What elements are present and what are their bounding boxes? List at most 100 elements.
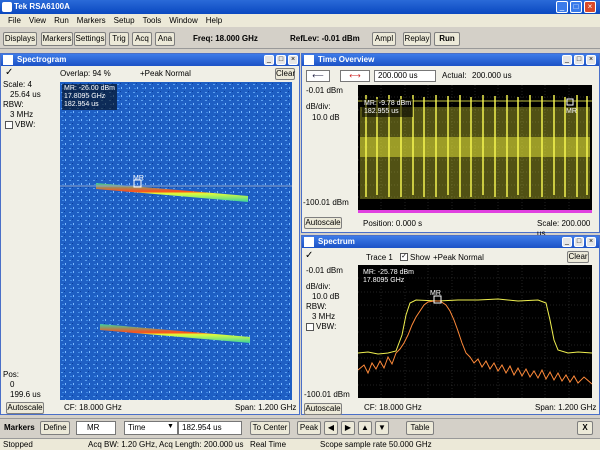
markers-label: Markers (4, 423, 35, 432)
markers-close-button[interactable]: X (577, 421, 593, 435)
ampl-button[interactable]: Ampl (372, 32, 396, 46)
time-overview-close[interactable]: × (586, 55, 596, 65)
time-marker-readout: MR: -9.78 dBm 182.955 us (362, 99, 414, 117)
spectrum-minimize[interactable]: _ (562, 237, 572, 247)
spectrum-vbw-label: VBW: (316, 322, 337, 331)
spectrum-normal-trace (358, 300, 592, 385)
pos-start[interactable]: 0 (10, 380, 15, 389)
time-overview-minimize[interactable]: _ (562, 55, 572, 65)
markers-button[interactable]: Markers (41, 32, 73, 46)
prev-peak-icon[interactable]: ◀ (324, 421, 338, 435)
acq-button[interactable]: Acq (132, 32, 152, 46)
scale-value[interactable]: 25.64 us (10, 90, 41, 99)
peak-button[interactable]: Peak (297, 421, 321, 435)
spectrum-bottom-level: -100.01 dBm (304, 390, 350, 399)
spectrum-cf[interactable]: CF: 18.000 GHz (364, 403, 422, 412)
window-title-bar: Tek RSA6100A (0, 0, 600, 14)
time-overview-icon (304, 55, 314, 65)
marker-value-input[interactable]: 182.954 us (178, 421, 242, 435)
ana-button[interactable]: Ana (155, 32, 175, 46)
maximize-button[interactable]: □ (570, 1, 582, 13)
vbw-checkbox[interactable] (5, 121, 13, 129)
spectrum-div-value[interactable]: 10.0 dB (312, 292, 340, 301)
spectrogram-mr-line1: MR: -26.00 dBm (64, 85, 115, 92)
marker-select[interactable]: MR (76, 421, 116, 435)
spectrogram-plot[interactable] (60, 82, 292, 400)
pos-end[interactable]: 199.6 us (10, 390, 41, 399)
next-peak-icon[interactable]: ▶ (341, 421, 355, 435)
spectrogram-clear-button[interactable]: Clear (275, 68, 296, 80)
spectrum-marker-box[interactable] (433, 295, 442, 304)
menu-markers[interactable]: Markers (76, 16, 106, 25)
menu-tools[interactable]: Tools (142, 16, 162, 25)
time-autoscale-button[interactable]: Autoscale (304, 217, 342, 229)
spectrum-clear-button[interactable]: Clear (567, 251, 589, 263)
time-overview-plot[interactable] (358, 85, 592, 210)
spectrum-rbw-label: RBW: (306, 302, 327, 311)
spectrum-show-checkbox[interactable]: ✓ (400, 253, 408, 261)
window-title: Tek RSA6100A (14, 2, 70, 11)
time-ref-level[interactable]: -0.01 dBm (306, 86, 343, 95)
spectrum-vbw-checkbox[interactable] (306, 323, 314, 331)
to-center-button[interactable]: To Center (250, 421, 290, 435)
spectrum-span[interactable]: Span: 1.200 GHz (535, 403, 597, 412)
spectrum-mr-line1: MR: -25.78 dBm (363, 269, 414, 276)
spectrum-check[interactable]: ✓ (305, 250, 314, 261)
spectrum-trace-mode: +Peak Normal (433, 253, 484, 262)
spectrogram-span[interactable]: Span: 1.200 GHz (235, 403, 297, 412)
time-mr-line2: 182.955 us (364, 108, 399, 115)
table-button[interactable]: Table (406, 421, 434, 435)
rbw-value[interactable]: 3 MHz (10, 110, 34, 119)
spectrogram-maximize[interactable]: □ (276, 55, 286, 65)
menu-setup[interactable]: Setup (113, 16, 135, 25)
spectrum-autoscale-button[interactable]: Autoscale (304, 403, 342, 415)
time-trace-pulses (365, 95, 588, 197)
spectrogram-marker-box[interactable] (133, 179, 142, 188)
spectrum-close[interactable]: × (586, 237, 596, 247)
vbw-label: VBW: (15, 120, 36, 129)
spectrogram-autoscale-button[interactable]: Autoscale (6, 402, 44, 414)
spectrogram-minimize[interactable]: _ (264, 55, 274, 65)
spectrogram-cf[interactable]: CF: 18.000 GHz (64, 403, 122, 412)
spectrum-trace-select[interactable]: Trace 1 (366, 253, 393, 262)
spectrogram-mr-line3: 182.954 us (64, 101, 99, 108)
marker-mode-select[interactable]: Time (124, 421, 178, 435)
time-zoom-right-icon[interactable]: ⟷ (340, 70, 370, 82)
pos-label: Pos: (3, 370, 20, 379)
reflev-readout[interactable]: RefLev: -0.01 dBm (290, 34, 360, 43)
time-selection-bar[interactable] (358, 210, 592, 213)
signal-streak-lower (100, 324, 250, 343)
spectrum-ref-level[interactable]: -0.01 dBm (306, 266, 343, 275)
time-zoom-left-icon[interactable]: ⟵ (306, 70, 330, 82)
chevron-down-icon[interactable]: ▼ (167, 423, 174, 430)
spectrogram-close[interactable]: × (288, 55, 298, 65)
time-div-value[interactable]: 10.0 dB (312, 113, 340, 122)
spectrum-maximize[interactable]: □ (574, 237, 584, 247)
spectrogram-marker-label: MR (133, 175, 144, 182)
time-scale[interactable]: Scale: 200.000 us (537, 219, 591, 238)
close-button[interactable]: × (584, 1, 596, 13)
time-position[interactable]: Position: 0.000 s (363, 219, 423, 228)
peak-down-icon[interactable]: ▼ (375, 421, 389, 435)
trig-button[interactable]: Trig (109, 32, 129, 46)
freq-readout[interactable]: Freq: 18.000 GHz (193, 34, 258, 43)
run-button[interactable]: Run (434, 32, 460, 46)
settings-button[interactable]: Settings (74, 32, 106, 46)
minimize-button[interactable]: _ (556, 1, 568, 13)
time-overview-maximize[interactable]: □ (574, 55, 584, 65)
menu-view[interactable]: View (28, 16, 47, 25)
menu-window[interactable]: Window (169, 16, 198, 25)
spectrum-rbw-value[interactable]: 3 MHz (312, 312, 336, 321)
spectrogram-check[interactable]: ✓ (5, 67, 14, 78)
menu-run[interactable]: Run (54, 16, 69, 25)
time-marker-box[interactable] (566, 98, 574, 106)
time-value-input[interactable]: 200.000 us (374, 70, 436, 82)
displays-button[interactable]: Displays (3, 32, 37, 46)
peak-up-icon[interactable]: ▲ (358, 421, 372, 435)
replay-button[interactable]: Replay (403, 32, 431, 46)
define-button[interactable]: Define (40, 421, 70, 435)
menu-help[interactable]: Help (205, 16, 223, 25)
scale-label[interactable]: Scale: 4 (3, 80, 32, 89)
menu-file[interactable]: File (8, 16, 21, 25)
spectrum-plot[interactable] (358, 265, 592, 398)
